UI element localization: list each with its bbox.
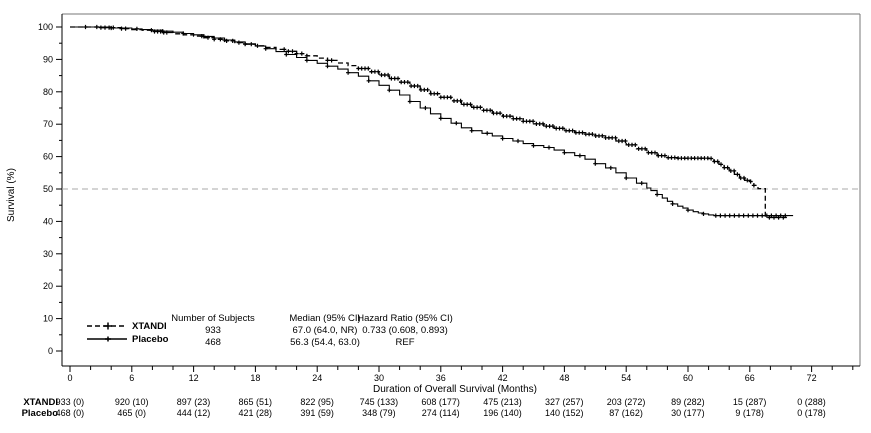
at-risk-value: 30 (177) [671,408,705,418]
placebo-solid-line-key [87,336,127,342]
at-risk-value: 0 (288) [797,397,826,407]
x-tick-label: 18 [250,373,260,383]
at-risk-row-xtandi: 933 (0) 920 (10) 897 (23) 865 (51) 822 (95) 7… [39,397,843,407]
legend-entry-placebo: Placebo [86,333,168,345]
at-risk-value: 822 (95) [300,397,334,407]
at-risk-label-xtandi: XTANDI [23,397,58,408]
x-tick-label: 42 [498,373,508,383]
y-tick-label: 80 [43,87,53,97]
stats-header-n: Number of Subjects [171,313,255,324]
x-tick-label: 12 [189,373,199,383]
legend-entry-xtandi: XTANDI [86,320,168,332]
at-risk-value: 348 (79) [362,408,396,418]
at-risk-value: 15 (287) [732,397,767,407]
stats-placebo-hr: REF [395,337,415,348]
at-risk-value: 87 (162) [609,408,643,418]
censor-marks-xtandi [94,24,786,220]
y-tick-label: 30 [43,249,53,259]
xtandi-dashed-line-key [87,322,127,330]
at-risk-value: 203 (272) [606,397,646,407]
at-risk-value: 196 (140) [483,408,522,418]
x-tick-label: 6 [129,373,134,383]
at-risk-value: 9 (178) [735,408,764,418]
at-risk-value: 140 (152) [545,408,584,418]
at-risk-value: 897 (23) [176,397,211,407]
y-tick-label: 70 [43,119,53,129]
stats-xtandi-median: 67.0 (64.0, NR) [292,325,358,336]
y-tick-label: 20 [43,281,53,291]
stats-header-median: Median (95% CI) [289,313,361,324]
x-tick-label: 60 [683,373,693,383]
y-tick-label: 50 [43,184,53,194]
at-risk-value: 444 (12) [176,408,211,418]
at-risk-value: 274 (114) [421,408,460,418]
stats-placebo-median: 56.3 (54.4, 63.0) [290,337,360,348]
y-tick-label: 60 [43,152,53,162]
survival-curve-placebo [70,26,794,217]
stats-header-hr: Hazard Ratio (95% CI) [357,313,453,324]
at-risk-value: 421 (28) [238,408,273,418]
x-tick-label: 0 [67,373,72,383]
x-tick-label: 72 [807,373,817,383]
at-risk-value: 475 (213) [483,397,522,407]
x-axis-title: Duration of Overall Survival (Months) [373,384,537,395]
x-tick-label: 24 [312,373,322,383]
at-risk-value: 608 (177) [421,397,460,407]
at-risk-value: 89 (282) [671,397,705,407]
at-risk-value: 391 (59) [300,408,334,418]
at-risk-row-placebo: 468 (0) 465 (0) 444 (12) 421 (28) 391 (59) 34… [39,408,843,418]
at-risk-value: 745 (133) [359,397,399,407]
y-tick-label: 90 [43,54,53,64]
at-risk-value: 327 (257) [545,397,584,407]
x-tick-label: 36 [436,373,446,383]
at-risk-value: 865 (51) [238,397,273,407]
legend-label-placebo: Placebo [132,333,169,345]
stats-xtandi-n: 933 [205,325,221,336]
x-tick-label: 48 [559,373,569,383]
x-tick-label: 54 [621,373,631,383]
x-tick-label: 66 [745,373,755,383]
censor-marks-placebo [83,24,788,218]
legend: XTANDI Placebo [86,320,168,346]
stats-xtandi-hr: 0.733 (0.608, 0.893) [362,325,448,336]
x-tick-label: 30 [374,373,384,383]
stats-placebo-n: 468 [205,337,221,348]
at-risk-value: 468 (0) [55,408,85,418]
at-risk-label-placebo: Placebo [21,408,58,419]
at-risk-value: 920 (10) [114,397,149,407]
y-axis-title: Survival (%) [6,168,17,222]
at-risk-value: 465 (0) [117,408,146,418]
y-tick-label: 100 [38,22,53,32]
at-risk-value: 0 (178) [797,408,826,418]
at-risk-value: 933 (0) [55,397,85,407]
y-tick-label: 10 [43,314,53,324]
y-tick-label: 0 [48,346,53,356]
y-tick-label: 40 [43,216,53,226]
legend-label-xtandi: XTANDI [132,320,167,332]
